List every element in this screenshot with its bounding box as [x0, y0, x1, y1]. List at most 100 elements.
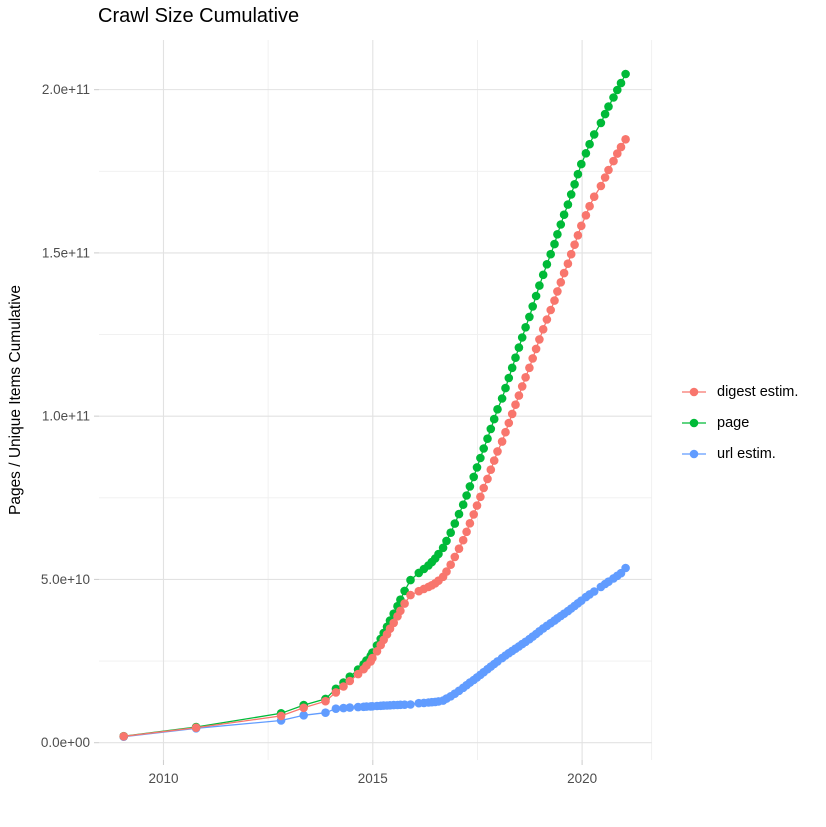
data-point: [514, 391, 524, 400]
data-point: [462, 491, 471, 500]
series-digest-estim: [119, 135, 630, 741]
data-point: [535, 335, 544, 344]
data-point: [535, 281, 544, 290]
data-point: [511, 400, 520, 410]
data-point: [550, 296, 559, 305]
gridlines-major: [99, 40, 652, 760]
data-point: [331, 704, 341, 713]
x-tick-label: 2015: [358, 771, 388, 786]
legend-label: url estim.: [717, 446, 776, 462]
data-point: [585, 201, 594, 211]
data-point: [321, 708, 330, 717]
y-axis-title: Pages / Unique Items Cumulative: [7, 284, 24, 516]
data-point: [191, 723, 201, 732]
data-point: [559, 268, 569, 278]
data-point: [389, 618, 399, 628]
data-point: [497, 394, 507, 403]
data-point: [465, 519, 475, 528]
data-point: [119, 732, 128, 741]
data-point: [331, 688, 341, 697]
data-point: [538, 270, 548, 280]
data-point: [542, 315, 552, 324]
data-point: [553, 230, 562, 239]
data-point: [497, 437, 507, 446]
data-point: [589, 130, 599, 139]
data-point: [531, 344, 541, 354]
data-point: [525, 312, 534, 322]
data-point: [507, 409, 517, 419]
data-point: [517, 382, 527, 391]
data-point: [531, 291, 541, 301]
data-point: [479, 483, 489, 493]
data-point: [472, 463, 482, 472]
data-point: [450, 552, 460, 562]
data-point: [406, 575, 415, 585]
data-point: [566, 249, 576, 259]
data-point: [442, 567, 451, 576]
data-point: [600, 109, 610, 119]
data-point: [476, 453, 485, 463]
gridlines-minor: [99, 40, 653, 760]
data-point: [479, 444, 489, 453]
data-point: [559, 210, 569, 219]
data-point: [577, 159, 586, 169]
data-point: [442, 536, 451, 546]
data-point: [589, 192, 599, 201]
data-point: [538, 325, 548, 334]
data-point: [566, 190, 576, 199]
data-point: [521, 373, 530, 382]
data-point: [507, 363, 517, 373]
data-point: [585, 139, 594, 149]
data-point: [345, 676, 355, 686]
data-point: [521, 323, 530, 332]
y-tick-label: 0.0e+00: [41, 735, 90, 750]
data-point: [434, 549, 443, 559]
data-point: [446, 528, 456, 537]
y-tick-label: 1.0e+11: [42, 409, 90, 424]
data-point: [299, 703, 309, 713]
data-point: [546, 249, 555, 259]
data-point: [368, 653, 377, 663]
data-point: [621, 563, 630, 573]
data-point: [339, 703, 348, 713]
data-point: [604, 102, 613, 111]
data-point: [406, 700, 415, 709]
legend: digest estim. page url estim.: [681, 381, 798, 465]
data-point: [600, 173, 610, 182]
data-point: [476, 492, 485, 502]
data-point: [550, 239, 559, 249]
data-point: [493, 405, 502, 414]
data-point: [372, 647, 382, 656]
data-point: [504, 418, 514, 428]
data-point: [570, 240, 579, 249]
data-point: [299, 711, 309, 720]
data-point: [514, 343, 524, 352]
data-point: [504, 373, 514, 383]
data-point: [462, 527, 471, 537]
data-point: [542, 260, 552, 269]
legend-item-digest-estim: digest estim.: [681, 381, 798, 403]
data-point: [589, 587, 599, 596]
data-point: [570, 180, 579, 189]
data-point: [613, 149, 622, 158]
data-point: [556, 220, 566, 229]
data-point: [613, 85, 622, 95]
data-point: [465, 482, 475, 491]
data-point: [573, 169, 583, 179]
data-point: [525, 363, 534, 373]
data-point: [556, 278, 566, 287]
data-point: [563, 200, 573, 209]
data-point: [581, 211, 591, 220]
x-axis-tick-labels: 2010 2015 2020: [148, 771, 597, 786]
x-tick-label: 2020: [567, 771, 597, 786]
series-page: [119, 69, 630, 741]
data-point: [511, 353, 520, 363]
legend-item-page: page: [681, 412, 798, 434]
data-point: [616, 142, 626, 152]
data-point: [528, 354, 537, 363]
data-point: [406, 590, 415, 600]
data-point: [573, 231, 583, 240]
data-point: [596, 181, 606, 191]
legend-key-line-point-icon: [682, 387, 706, 397]
